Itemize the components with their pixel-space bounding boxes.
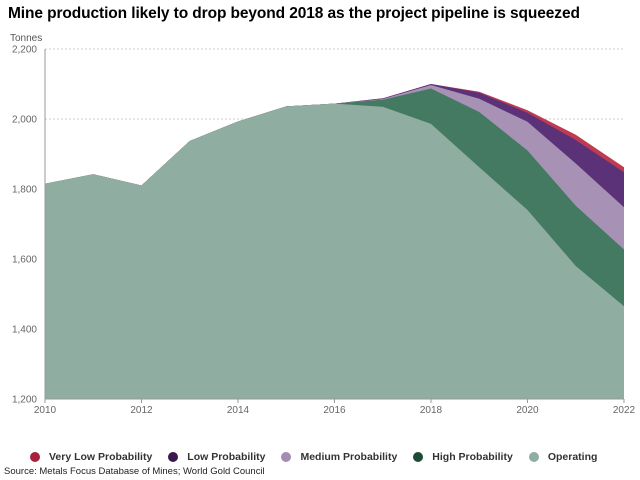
y-tick-label: 1,200 (12, 395, 37, 406)
series-areas (45, 84, 624, 400)
x-tick-label: 2020 (516, 405, 539, 416)
legend-swatch (281, 452, 292, 462)
x-tick-label: 2016 (323, 405, 346, 416)
x-tick-label: 2022 (613, 405, 636, 416)
legend-swatch (168, 452, 179, 462)
legend-label: Operating (547, 451, 598, 463)
y-axis-unit-label: Tonnes (10, 33, 43, 44)
legend-item: Operating (528, 451, 598, 463)
legend-swatch (413, 452, 424, 462)
x-tick-label: 2012 (130, 405, 153, 416)
legend-label: Low Probability (187, 451, 266, 463)
y-tick-label: 1,600 (12, 255, 37, 266)
x-tick-label: 2010 (34, 405, 57, 416)
legend-label: Very Low Probability (49, 451, 153, 463)
y-tick-label: 2,200 (12, 45, 37, 56)
legend-item: Very Low Probability (30, 451, 152, 463)
legend-swatch (30, 452, 40, 462)
y-tick-label: 2,000 (12, 115, 37, 126)
legend-item: High Probability (413, 451, 513, 463)
legend-label: High Probability (432, 451, 513, 463)
y-tick-labels: 1,200 1,400 1,600 1,800 2,000 2,200 (12, 45, 37, 406)
legend-label: Medium Probability (300, 451, 398, 463)
legend-swatch (528, 452, 539, 462)
legend-item: Medium Probability (281, 451, 397, 463)
y-tick-label: 1,400 (12, 325, 37, 336)
series-area-operating (45, 103, 624, 399)
x-tick-label: 2018 (420, 405, 443, 416)
x-tick-label: 2014 (227, 405, 250, 416)
legend-item: Low Probability (168, 451, 265, 463)
chart-title: Mine production likely to drop beyond 20… (8, 5, 580, 22)
legend: Very Low Probability Low Probability Mediu… (30, 451, 613, 463)
x-tick-labels: 2010 2012 2014 2016 2018 2020 2022 (34, 399, 636, 416)
source-note: Source: Metals Focus Database of Mines; … (4, 466, 265, 477)
y-tick-label: 1,800 (12, 185, 37, 196)
